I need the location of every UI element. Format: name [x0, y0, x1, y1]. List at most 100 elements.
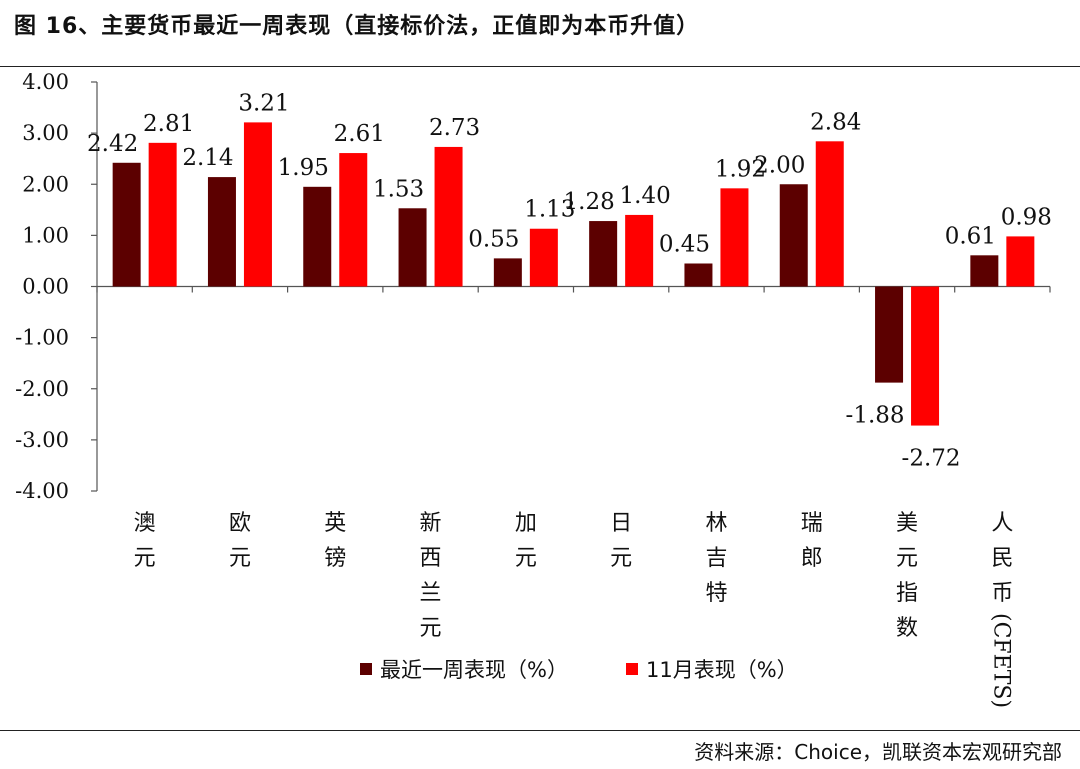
y-tick-label: 2.00 — [22, 172, 69, 196]
x-category-char: 澳 — [134, 511, 156, 536]
legend-swatch-series1 — [360, 663, 372, 675]
data-label-november: 2.81 — [143, 111, 194, 137]
data-label-november: 2.84 — [810, 109, 861, 135]
data-label-november: -2.72 — [902, 446, 961, 472]
bar-recent-week — [398, 208, 427, 287]
x-category-char: 瑞 — [801, 511, 823, 536]
bar-november — [625, 214, 654, 287]
y-tick-label: 3.00 — [22, 121, 69, 145]
data-label-recent-week: -1.88 — [846, 403, 905, 429]
data-label-recent-week: 1.53 — [373, 176, 424, 202]
x-category-char: 数 — [896, 616, 918, 641]
data-label-november: 2.73 — [429, 115, 480, 141]
data-label-recent-week: 2.14 — [182, 145, 233, 171]
data-label-november: 3.21 — [238, 90, 289, 116]
x-category-char: 西 — [420, 546, 442, 571]
y-tick-label: 1.00 — [22, 223, 69, 247]
x-category-char: 郎 — [801, 546, 823, 571]
data-label-recent-week: 0.61 — [945, 223, 996, 249]
x-category-char: 元 — [896, 546, 918, 571]
x-category-char: 镑 — [324, 546, 346, 571]
bar-november — [148, 142, 177, 287]
x-category-char: 英 — [324, 511, 346, 536]
bar-recent-week — [207, 177, 236, 287]
x-category-label: 澳元 — [134, 511, 156, 571]
footer-divider — [0, 730, 1080, 731]
x-category-char: 币 — [991, 581, 1013, 606]
data-label-november: 1.40 — [620, 183, 671, 209]
chart-title: 图 16、主要货币最近一周表现（直接标价法，正值即为本币升值） — [14, 14, 700, 39]
legend: 最近一周表现（%） 11月表现（%） — [360, 654, 798, 684]
x-category-char: 加 — [515, 511, 537, 536]
legend-item-series1: 最近一周表现（%） — [360, 654, 568, 684]
legend-swatch-series2 — [625, 663, 638, 675]
data-label-november: 2.61 — [334, 121, 385, 147]
bar-recent-week — [779, 184, 808, 287]
x-category-label: 日元 — [610, 511, 632, 571]
legend-label-series1: 最近一周表现（%） — [380, 658, 568, 682]
data-label-recent-week: 2.42 — [87, 131, 138, 157]
x-category-char: 元 — [515, 546, 537, 571]
x-category-char: 吉 — [705, 546, 727, 571]
bar-chart: 4.00 3.00 2.00 1.00 0.00 -1.00 -2.00 -3.00 -4.00… — [15, 70, 1052, 708]
bar-november — [243, 122, 272, 287]
bar-november — [1006, 236, 1035, 287]
x-category-char: 美 — [896, 511, 918, 536]
data-label-recent-week: 0.55 — [468, 226, 519, 252]
x-category-char: 元 — [420, 616, 442, 641]
y-tick-label: -2.00 — [15, 377, 69, 401]
bar-november — [911, 286, 940, 426]
legend-label-series2: 11月表现（%） — [645, 658, 798, 682]
data-label-recent-week: 2.00 — [754, 152, 805, 178]
y-tick-label: -1.00 — [15, 326, 69, 350]
bar-november — [434, 146, 463, 287]
x-category-char: 日 — [610, 511, 632, 536]
bar-recent-week — [493, 258, 522, 287]
y-axis: 4.00 3.00 2.00 1.00 0.00 -1.00 -2.00 -3.00 -4.00 — [15, 70, 1051, 503]
data-label-november: 1.92 — [715, 156, 766, 182]
x-category-label: 林吉特 — [705, 511, 727, 606]
legend-item-series2: 11月表现（%） — [625, 654, 798, 684]
y-tick-label: -3.00 — [15, 428, 69, 452]
bar-recent-week — [589, 221, 618, 287]
y-tick-label: 4.00 — [22, 70, 69, 94]
bar-november — [815, 141, 844, 287]
x-category-char: 欧 — [229, 511, 251, 536]
x-category-label: 人民币 — [991, 511, 1013, 606]
x-category-char: 林 — [705, 511, 727, 536]
data-label-recent-week: 1.28 — [564, 189, 615, 215]
bar-recent-week — [875, 286, 904, 383]
bar-november — [529, 228, 558, 287]
x-category-label: 美元指数 — [896, 511, 918, 641]
x-category-char: 新 — [420, 511, 442, 536]
x-category-char: 民 — [991, 546, 1013, 571]
bars-group — [112, 122, 1035, 426]
x-category-label: 瑞郎 — [801, 511, 823, 571]
x-category-rotated-label: (CFETS) — [988, 613, 1013, 708]
bar-recent-week — [684, 263, 713, 287]
title-divider — [0, 66, 1080, 67]
bar-november — [339, 153, 368, 287]
y-tick-label: 0.00 — [22, 275, 69, 299]
x-category-char: 元 — [134, 546, 156, 571]
data-label-recent-week: 1.95 — [278, 155, 329, 181]
data-label-november: 0.98 — [1001, 204, 1052, 230]
data-label-november: 1.13 — [524, 197, 575, 223]
x-category-label: 欧元 — [229, 511, 251, 571]
bar-recent-week — [303, 186, 332, 287]
data-label-recent-week: 0.45 — [659, 231, 710, 257]
x-category-char: 特 — [705, 581, 727, 606]
bar-november — [720, 188, 749, 287]
bar-recent-week — [112, 162, 141, 287]
x-category-label: 英镑 — [324, 511, 346, 571]
bar-recent-week — [970, 255, 999, 287]
source-note: 资料来源：Choice，凯联资本宏观研究部 — [694, 740, 1062, 764]
x-category-char: 兰 — [420, 581, 442, 606]
y-tick-label: -4.00 — [15, 479, 69, 503]
x-category-label: 加元 — [515, 511, 537, 571]
x-category-char: 人 — [991, 511, 1013, 536]
x-category-char: 元 — [229, 546, 251, 571]
x-category-label: 新西兰元 — [420, 511, 442, 641]
x-category-char: 元 — [610, 546, 632, 571]
